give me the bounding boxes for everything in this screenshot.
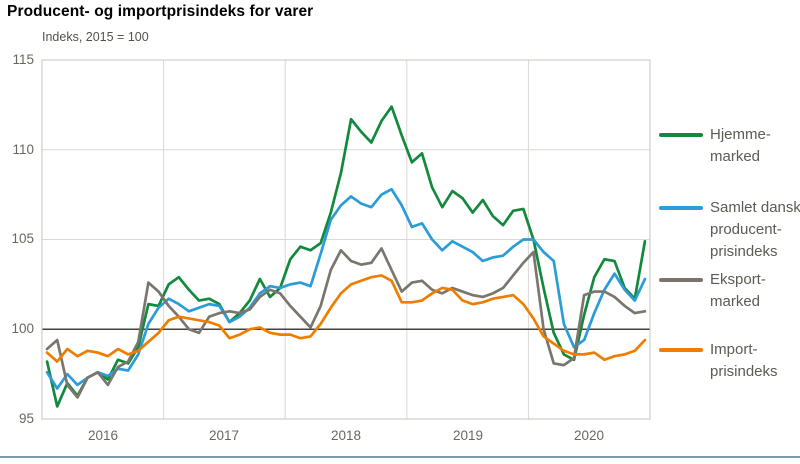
x-axis-tick: 2016 (87, 428, 119, 443)
chart-subtitle: Indeks, 2015 = 100 (42, 30, 149, 44)
legend-item-importprisindeks: Import- prisindeks (659, 339, 778, 383)
legend-item-eksportmarked: Eksport- marked (659, 269, 766, 313)
x-axis-tick: 2020 (573, 428, 605, 443)
series-line-hjemmemarked (45, 105, 647, 408)
y-axis-tick: 115 (12, 52, 34, 67)
chart-title: Producent- og importprisindeks for varer (7, 3, 314, 20)
series-line-importprisindeks (45, 274, 647, 363)
x-axis-tick: 2019 (452, 428, 484, 443)
y-axis-tick: 105 (11, 231, 34, 246)
legend-label: Samlet dansk producent- prisindeks (710, 199, 800, 260)
legend-label: Eksport- marked (710, 271, 766, 310)
legend-line-swatch-blue (659, 206, 703, 210)
y-axis-tick: 110 (12, 142, 34, 157)
series-line-eksportmarked (45, 247, 647, 399)
legend-item-producentprisindeks: Samlet dansk producent- prisindeks (659, 197, 800, 263)
x-axis-tick: 2017 (208, 428, 240, 443)
legend-line-swatch-gray (659, 278, 703, 282)
y-axis-tick: 100 (11, 321, 34, 336)
legend-line-swatch-orange (659, 348, 703, 352)
legend-item-hjemmemarked: Hjemme- marked (659, 124, 771, 168)
y-axis-tick: 95 (18, 411, 34, 426)
bottom-accent-rule (0, 456, 800, 458)
legend-label: Import- prisindeks (710, 341, 778, 380)
x-axis-tick: 2018 (330, 428, 362, 443)
legend-line-swatch-green (659, 133, 703, 137)
series-line-samlet-dansk-producentprisindeks (45, 187, 647, 390)
legend-label: Hjemme- marked (710, 126, 771, 165)
